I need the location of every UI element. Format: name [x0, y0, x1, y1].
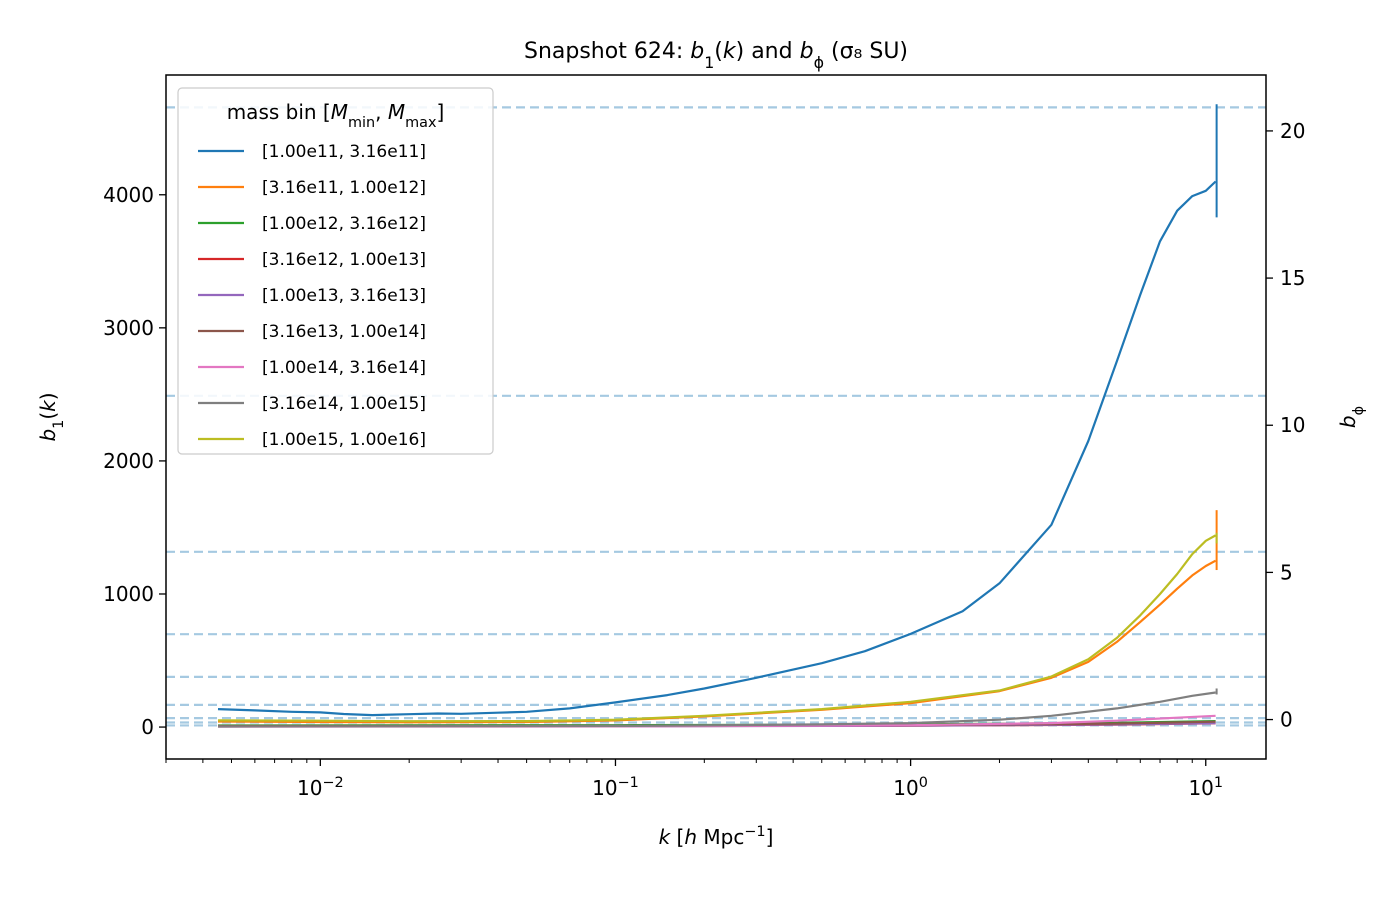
legend-label: [1.00e15, 1.00e16] — [262, 430, 426, 450]
y-right-tick-label: 10 — [1280, 413, 1305, 437]
series-lines — [217, 104, 1218, 728]
series-line — [217, 691, 1216, 728]
series-line — [217, 180, 1217, 717]
y-tick-label: 4000 — [103, 183, 154, 207]
series-line — [217, 534, 1217, 723]
x-tick-label: 101 — [1188, 775, 1223, 800]
y-right-tick-label: 15 — [1280, 266, 1305, 290]
legend-label: [1.00e13, 3.16e13] — [262, 286, 426, 306]
y-right-tick-label: 0 — [1280, 708, 1293, 732]
y-tick-label: 1000 — [103, 582, 154, 606]
y-right-tick-label: 20 — [1280, 119, 1305, 143]
legend-label: [3.16e12, 1.00e13] — [262, 250, 426, 270]
x-axis: 10−2 10−1 100 101 — [165, 759, 1223, 800]
y-tick-label: 3000 — [103, 316, 154, 340]
series-line — [217, 559, 1217, 724]
x-axis-label: k [h Mpc−1] — [659, 824, 774, 849]
x-tick-label: 10−2 — [297, 775, 344, 800]
y-axis-right-label: bϕ — [1336, 406, 1367, 428]
x-tick-label: 10−1 — [592, 775, 639, 800]
y-axis-right: 0 5 10 15 20 — [1266, 119, 1305, 732]
legend-label: [1.00e14, 3.16e14] — [262, 358, 426, 378]
chart-title: Snapshot 624: b1(k) and bϕ (σ₈ SU) — [524, 39, 908, 72]
legend-box — [177, 87, 494, 455]
legend-label: [3.16e11, 1.00e12] — [262, 178, 426, 198]
y-axis-label: b1(k) — [36, 392, 67, 441]
y-right-tick-label: 5 — [1280, 560, 1293, 584]
y-axis: 0 1000 2000 3000 4000 — [103, 183, 166, 739]
plot-frame — [165, 74, 1267, 760]
legend-label: [3.16e13, 1.00e14] — [262, 322, 426, 342]
legend: mass bin [Mmin, Mmax][1.00e11, 3.16e11][… — [177, 87, 494, 455]
legend-label: [1.00e12, 3.16e12] — [262, 214, 426, 234]
y-tick-label: 2000 — [103, 449, 154, 473]
x-tick-label: 100 — [893, 775, 928, 800]
legend-label: [3.16e14, 1.00e15] — [262, 394, 426, 414]
y-tick-label: 0 — [141, 715, 154, 739]
legend-label: [1.00e11, 3.16e11] — [262, 142, 426, 162]
